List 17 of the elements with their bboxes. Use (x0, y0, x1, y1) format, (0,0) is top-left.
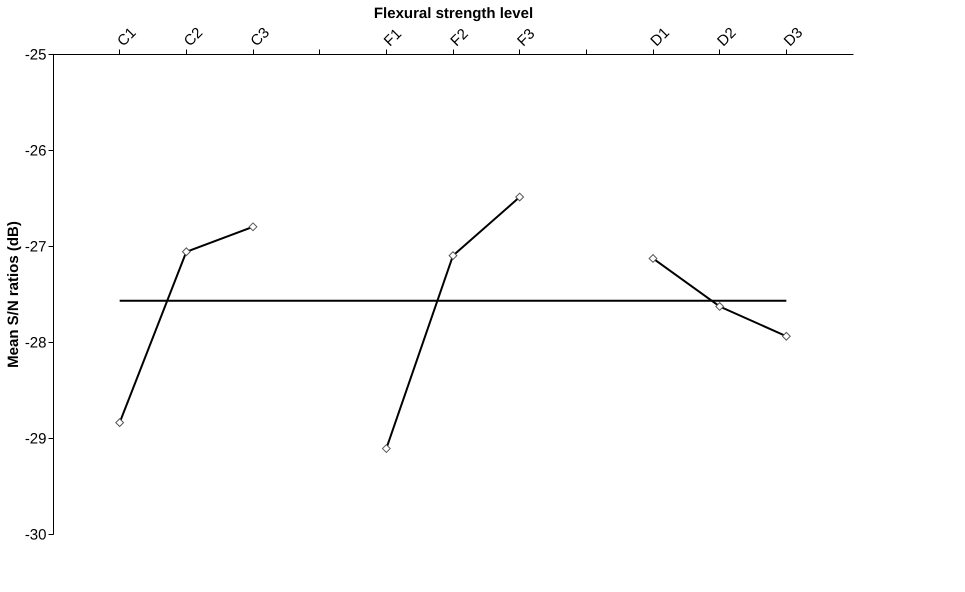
y-tick-label: -28 (24, 334, 46, 352)
x-tick-label: F3 (514, 25, 538, 50)
x-axis-title: Flexural strength level (374, 4, 534, 22)
y-tick-label: -29 (24, 430, 46, 448)
y-tick-label: -27 (24, 238, 46, 256)
x-tick-label: F1 (380, 25, 406, 50)
x-tick-label: F2 (447, 25, 472, 50)
y-axis-title: Mean S/N ratios (dB) (4, 221, 22, 368)
y-tick-label: -26 (24, 142, 46, 160)
x-tick-label: C2 (180, 24, 206, 50)
x-tick-label: D2 (714, 24, 740, 50)
y-tick-label: -30 (24, 526, 46, 544)
x-tick-label: C3 (247, 24, 273, 50)
x-tick-label: D1 (647, 24, 673, 50)
x-tick-label: D3 (780, 24, 806, 50)
x-tick-label: C1 (114, 24, 140, 50)
y-tick-label: -25 (24, 46, 46, 64)
